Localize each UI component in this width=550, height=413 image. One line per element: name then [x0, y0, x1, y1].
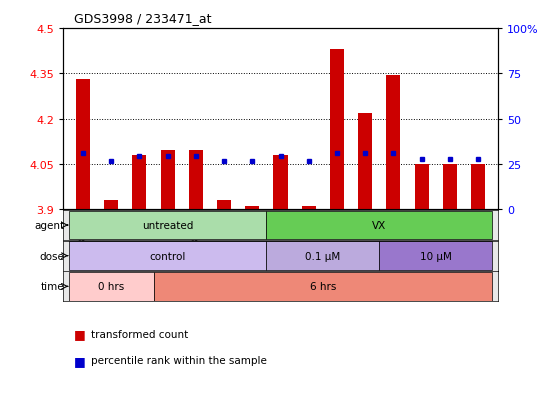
Text: VX: VX — [372, 221, 387, 230]
Bar — [217, 201, 231, 210]
Bar — [266, 211, 492, 240]
Text: 0.1 μM: 0.1 μM — [305, 251, 340, 261]
Bar — [379, 242, 492, 271]
Bar — [245, 207, 260, 210]
Text: 0 hrs: 0 hrs — [98, 282, 124, 292]
Bar — [443, 164, 457, 210]
Bar — [161, 151, 175, 210]
Bar — [273, 156, 288, 210]
Text: control: control — [150, 251, 186, 261]
Text: transformed count: transformed count — [91, 329, 188, 339]
Bar — [69, 272, 153, 301]
Bar — [415, 164, 428, 210]
Bar — [76, 80, 90, 210]
Bar — [266, 242, 380, 271]
Bar — [189, 151, 203, 210]
Bar — [69, 211, 266, 240]
Text: GDS3998 / 233471_at: GDS3998 / 233471_at — [74, 12, 212, 25]
Bar — [358, 113, 372, 210]
Text: ■: ■ — [74, 354, 86, 367]
Text: time: time — [41, 282, 65, 292]
Text: agent: agent — [35, 221, 65, 230]
Text: percentile rank within the sample: percentile rank within the sample — [91, 356, 267, 366]
Bar — [69, 242, 266, 271]
Bar — [301, 207, 316, 210]
Bar — [104, 201, 118, 210]
Bar — [133, 156, 146, 210]
Text: untreated: untreated — [142, 221, 194, 230]
Text: 10 μM: 10 μM — [420, 251, 452, 261]
Bar — [153, 272, 492, 301]
Text: ■: ■ — [74, 327, 86, 340]
Text: dose: dose — [40, 251, 65, 261]
Bar — [386, 76, 400, 210]
Bar — [471, 164, 485, 210]
Bar — [330, 50, 344, 210]
Text: 6 hrs: 6 hrs — [310, 282, 336, 292]
